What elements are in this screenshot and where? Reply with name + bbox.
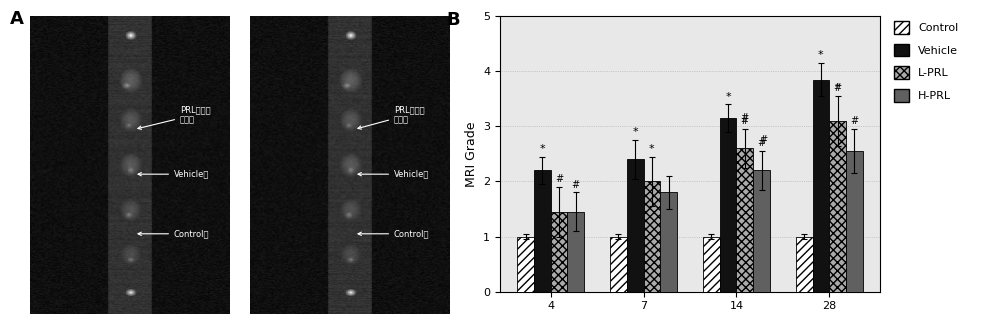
Bar — [517, 237, 534, 292]
Text: #: # — [555, 174, 563, 184]
Bar — [720, 118, 736, 292]
Text: #: # — [850, 116, 858, 126]
Bar — [753, 170, 770, 292]
Text: #: # — [572, 180, 580, 190]
Text: *: * — [725, 92, 731, 101]
Bar — [627, 159, 644, 292]
Text: #: # — [757, 138, 766, 148]
Bar — [829, 121, 846, 292]
Bar — [703, 237, 720, 292]
Y-axis label: MRI Grade: MRI Grade — [465, 121, 478, 187]
Text: #: # — [740, 112, 748, 122]
Bar — [644, 181, 660, 292]
Legend: Control, Vehicle, L-PRL, H-PRL: Control, Vehicle, L-PRL, H-PRL — [889, 16, 963, 107]
Text: *: * — [632, 127, 638, 137]
Bar — [813, 79, 829, 292]
Text: B: B — [447, 11, 460, 29]
Bar — [534, 170, 551, 292]
Text: *: * — [818, 50, 824, 60]
Text: PRL低剂量
治疗组: PRL低剂量 治疗组 — [358, 105, 425, 129]
Bar — [796, 237, 813, 292]
Text: *: * — [649, 144, 655, 154]
Text: Control组: Control组 — [358, 229, 430, 238]
Bar — [610, 237, 627, 292]
Text: Control组: Control组 — [138, 229, 210, 238]
Text: #: # — [741, 116, 749, 126]
Bar — [551, 212, 567, 292]
Text: *: * — [835, 83, 840, 93]
Text: Vehicle组: Vehicle组 — [358, 170, 429, 179]
Text: #: # — [759, 134, 767, 145]
Text: *: * — [540, 144, 545, 154]
Bar — [736, 148, 753, 292]
Bar — [846, 151, 863, 292]
Bar — [567, 212, 584, 292]
Text: Vehicle组: Vehicle组 — [138, 170, 209, 179]
Text: A: A — [10, 10, 24, 28]
Text: #: # — [834, 83, 842, 93]
Text: PRL高剂量
治疗组: PRL高剂量 治疗组 — [138, 105, 211, 129]
Bar — [660, 192, 677, 292]
